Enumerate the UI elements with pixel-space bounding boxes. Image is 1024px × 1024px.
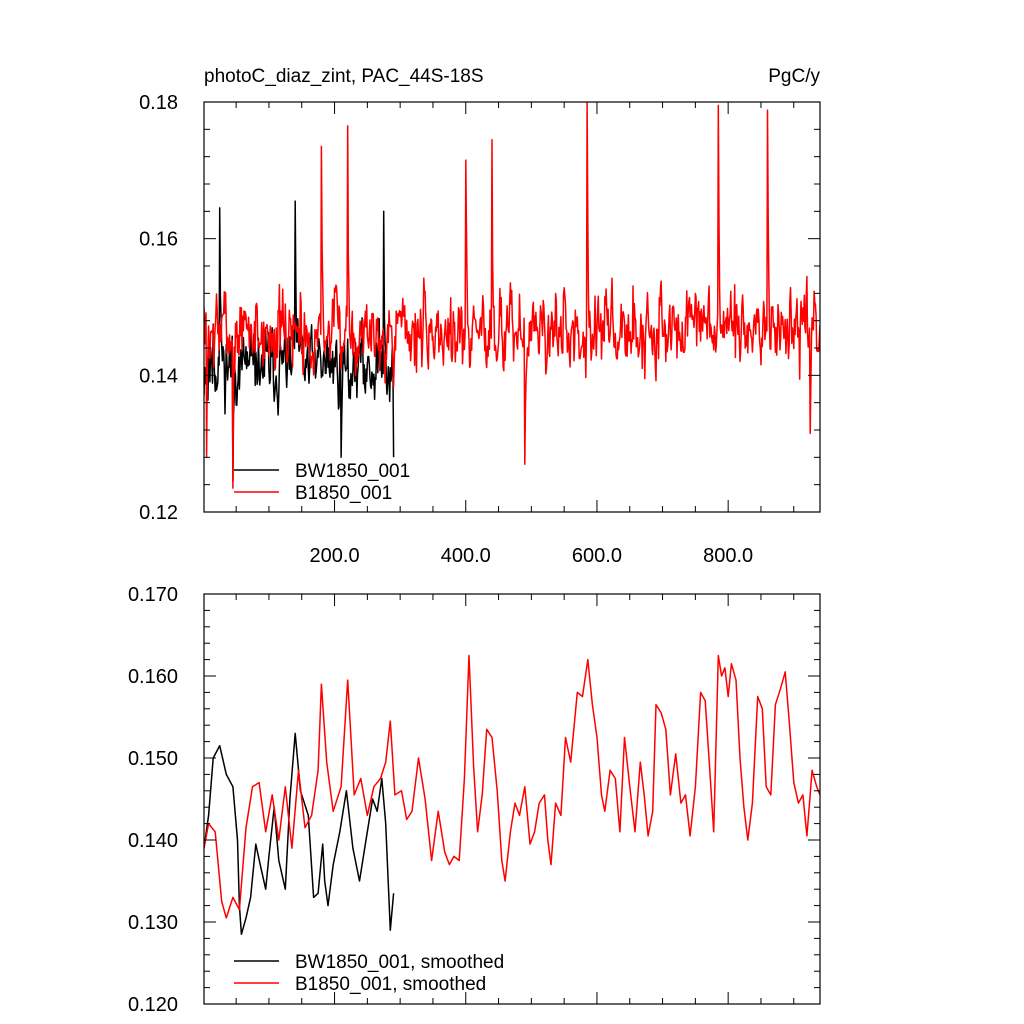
top-chart-title: photoC_diaz_zint, PAC_44S-18S	[204, 66, 484, 87]
legend-label: B1850_001	[295, 483, 392, 504]
x-tick-label: 400.0	[441, 545, 491, 567]
series-line-top-1	[204, 102, 820, 489]
x-tick-label: 800.0	[703, 545, 753, 567]
y-tick-label: 0.170	[128, 584, 178, 606]
x-tick-label: 200.0	[310, 545, 360, 567]
top-panel: photoC_diaz_zint, PAC_44S-18S PgC/y 0.12…	[139, 66, 821, 567]
y-tick-label: 0.160	[128, 666, 178, 688]
y-tick-label: 0.130	[128, 912, 178, 934]
legend-label: B1850_001, smoothed	[295, 974, 486, 995]
y-tick-label: 0.140	[128, 830, 178, 852]
y-tick-label: 0.18	[139, 92, 178, 114]
plot-frame	[203, 593, 821, 1005]
y-tick-label: 0.12	[139, 502, 178, 524]
series-line-bottom-0	[204, 732, 395, 936]
bottom-panel: 0.120 0.130 0.140 0.150 0.160 0.170 BW1850_001…	[128, 584, 821, 1016]
y-tick-label: 0.16	[139, 229, 178, 251]
y-tick-label: 0.120	[128, 994, 178, 1016]
plot-frame	[203, 101, 821, 513]
series-line-bottom-1	[204, 654, 820, 919]
y-tick-label: 0.14	[139, 365, 178, 387]
x-tick-label: 600.0	[572, 545, 622, 567]
y-tick-label: 0.150	[128, 748, 178, 770]
legend-label: BW1850_001, smoothed	[295, 952, 504, 973]
legend-label: BW1850_001	[295, 461, 410, 482]
top-chart-units: PgC/y	[768, 66, 820, 87]
